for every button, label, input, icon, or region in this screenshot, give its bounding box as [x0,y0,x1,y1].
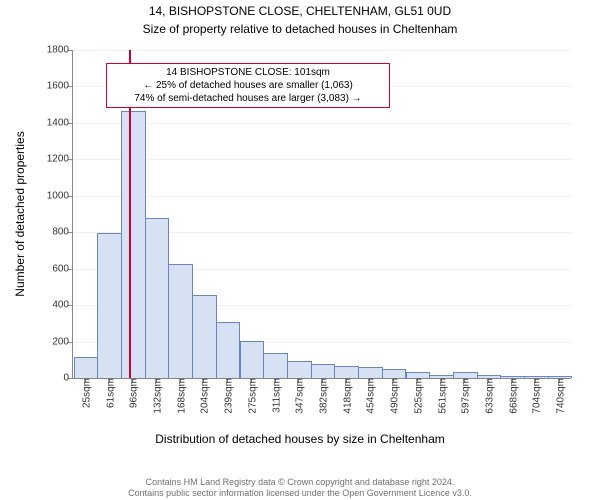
y-tick-label: 1600 [47,81,73,92]
histogram-bar [168,264,193,378]
x-tick-label: 454sqm [362,378,377,414]
x-tick-label: 96sqm [125,378,140,408]
chart-container: 14, BISHOPSTONE CLOSE, CHELTENHAM, GL51 … [0,0,600,500]
x-tick-label: 168sqm [172,378,187,414]
y-tick-label: 800 [52,227,73,238]
x-tick-label: 239sqm [220,378,235,414]
x-tick-label: 490sqm [386,378,401,414]
x-tick-label: 132sqm [149,378,164,414]
histogram-bar [121,111,146,378]
y-tick-label: 0 [63,373,73,384]
x-tick-label: 204sqm [196,378,211,414]
x-axis-label: Distribution of detached houses by size … [0,432,600,446]
footer-line-1: Contains HM Land Registry data © Crown c… [0,477,600,488]
annotation-line: 74% of semi-detached houses are larger (… [113,92,383,105]
x-tick-label: 668sqm [504,378,519,414]
annotation-line: ← 25% of detached houses are smaller (1,… [113,79,383,92]
x-tick-label: 525sqm [409,378,424,414]
histogram-bar [74,357,99,378]
histogram-bar [358,367,383,378]
histogram-bar [97,233,122,378]
y-tick-label: 1000 [47,190,73,201]
histogram-bar [334,366,359,378]
histogram-bar [382,369,407,378]
histogram-bar [287,361,312,378]
histogram-bar [240,341,265,378]
histogram-bar [192,295,217,378]
y-tick-label: 200 [52,336,73,347]
histogram-bar [145,218,170,378]
footer-attribution: Contains HM Land Registry data © Crown c… [0,477,600,499]
grid-line [73,159,571,160]
x-tick-label: 633sqm [481,378,496,414]
x-tick-label: 740sqm [552,378,567,414]
chart-subtitle: Size of property relative to detached ho… [0,22,600,36]
histogram-bar [263,353,288,378]
histogram-bar [216,322,241,378]
x-tick-label: 275sqm [243,378,258,414]
x-tick-label: 561sqm [433,378,448,414]
y-axis-label: Number of detached properties [13,131,27,296]
x-tick-label: 418sqm [338,378,353,414]
x-tick-label: 704sqm [528,378,543,414]
x-tick-label: 61sqm [101,378,116,408]
annotation-line: 14 BISHOPSTONE CLOSE: 101sqm [113,66,383,79]
y-tick-label: 600 [52,263,73,274]
x-tick-label: 347sqm [291,378,306,414]
x-tick-label: 25sqm [77,378,92,408]
y-tick-label: 1800 [47,45,73,56]
y-tick-label: 1400 [47,117,73,128]
x-tick-label: 311sqm [267,378,282,413]
x-tick-label: 382sqm [315,378,330,414]
grid-line [73,123,571,124]
y-tick-label: 1200 [47,154,73,165]
chart-title: 14, BISHOPSTONE CLOSE, CHELTENHAM, GL51 … [0,4,600,18]
grid-line [73,50,571,51]
annotation-box: 14 BISHOPSTONE CLOSE: 101sqm← 25% of det… [106,63,390,108]
y-tick-label: 400 [52,300,73,311]
histogram-bar [311,364,336,378]
grid-line [73,196,571,197]
x-tick-label: 597sqm [457,378,472,414]
footer-line-2: Contains public sector information licen… [0,488,600,499]
